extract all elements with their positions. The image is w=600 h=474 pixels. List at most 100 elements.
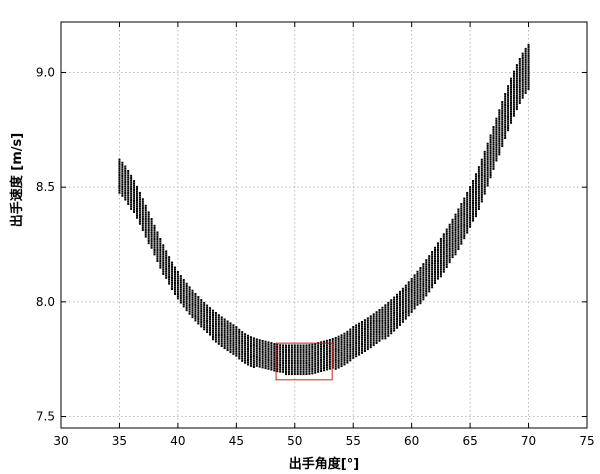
data-point — [171, 266, 174, 268]
data-point — [211, 316, 214, 319]
data-point — [276, 345, 279, 348]
data-point — [407, 281, 410, 284]
data-point — [323, 351, 325, 354]
data-point — [355, 337, 358, 340]
data-point — [320, 363, 323, 366]
data-point — [422, 291, 425, 294]
data-point — [144, 213, 147, 216]
data-point — [369, 343, 372, 346]
data-point — [144, 226, 147, 229]
data-point — [510, 110, 513, 113]
data-point — [387, 321, 390, 324]
data-point — [469, 186, 472, 189]
data-point — [223, 322, 226, 325]
data-point — [144, 211, 147, 214]
data-point — [159, 246, 162, 249]
data-point — [343, 350, 346, 353]
data-point — [197, 313, 200, 316]
data-point — [372, 319, 375, 322]
data-point — [425, 294, 428, 297]
data-point — [244, 350, 247, 353]
data-point — [323, 353, 325, 356]
data-point — [159, 266, 162, 269]
data-point — [463, 237, 466, 240]
data-point — [390, 314, 393, 317]
data-point — [413, 283, 416, 286]
data-point — [343, 334, 346, 337]
data-point — [401, 318, 404, 321]
data-point — [299, 364, 302, 367]
data-point — [477, 174, 480, 177]
data-point — [489, 165, 492, 168]
data-point — [369, 324, 372, 327]
data-point — [325, 344, 328, 347]
data-point — [472, 208, 475, 211]
data-point — [474, 195, 477, 198]
data-point — [293, 353, 296, 356]
data-point — [328, 343, 331, 346]
data-point — [489, 149, 492, 152]
data-point — [466, 200, 469, 203]
data-point — [244, 352, 247, 355]
data-point — [498, 120, 501, 123]
data-point — [270, 364, 273, 367]
data-point — [375, 320, 378, 323]
data-point — [501, 112, 504, 115]
data-point — [185, 300, 188, 303]
data-point — [285, 362, 288, 365]
data-point — [401, 303, 404, 306]
data-point — [495, 135, 498, 138]
data-point — [127, 178, 130, 181]
data-point — [285, 366, 288, 369]
data-point — [466, 213, 469, 216]
data-point — [474, 184, 477, 187]
data-point — [150, 240, 153, 243]
data-point — [477, 190, 480, 193]
data-point — [486, 184, 489, 187]
x-tick-label: 30 — [53, 434, 68, 448]
data-point — [428, 277, 431, 280]
data-point — [200, 303, 203, 306]
data-point — [282, 364, 285, 367]
data-point — [363, 327, 366, 330]
data-point — [483, 172, 486, 175]
data-point — [442, 266, 445, 269]
data-point — [308, 344, 311, 347]
data-point — [244, 361, 247, 364]
data-point — [436, 242, 439, 245]
data-point — [434, 270, 437, 273]
data-point — [472, 191, 475, 194]
data-point — [337, 346, 340, 349]
data-point — [413, 289, 416, 292]
data-point — [498, 144, 501, 147]
data-point — [349, 352, 352, 355]
data-point — [457, 212, 460, 215]
data-point — [130, 196, 133, 199]
data-point — [197, 300, 200, 303]
data-point — [480, 196, 483, 199]
data-point — [404, 289, 407, 292]
data-point — [460, 214, 463, 217]
data-point — [498, 115, 501, 118]
data-point — [504, 99, 507, 102]
data-point — [504, 119, 507, 122]
data-point — [480, 180, 483, 183]
data-point — [352, 345, 355, 348]
data-point — [229, 346, 232, 349]
data-point — [264, 342, 267, 345]
data-point — [477, 179, 480, 182]
data-point — [349, 354, 352, 357]
data-point — [214, 338, 217, 341]
data-point — [396, 311, 399, 314]
data-point — [235, 354, 238, 357]
data-point — [521, 81, 524, 84]
data-point — [439, 275, 442, 278]
data-point — [168, 282, 171, 285]
data-point — [451, 242, 454, 245]
data-point — [436, 266, 439, 269]
data-point — [472, 184, 475, 187]
data-point — [279, 357, 282, 360]
data-point — [448, 232, 451, 235]
data-point — [501, 118, 504, 121]
data-point — [238, 337, 241, 340]
